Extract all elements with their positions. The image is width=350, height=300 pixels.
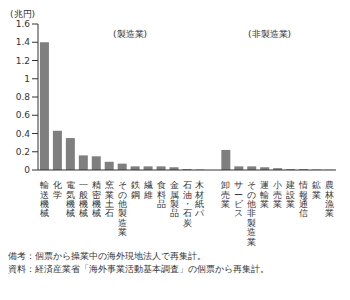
svg-text:化学: 化学 xyxy=(53,180,62,199)
svg-text:卸売業: 卸売業 xyxy=(221,180,230,209)
svg-text:1: 1 xyxy=(24,74,30,84)
svg-text:1.2: 1.2 xyxy=(16,56,30,66)
svg-text:小売業: 小売業 xyxy=(273,180,282,209)
svg-text:運輸業: 運輸業 xyxy=(260,180,269,209)
html-text:備考：個票から操業中の海外現地法人で再集計。: 備考：個票から操業中の海外現地法人で再集計。 xyxy=(8,251,206,261)
svg-text:その他非製造業: その他非製造業 xyxy=(247,180,256,247)
svg-text:金属製品: 金属製品 xyxy=(170,180,179,218)
html-text:資料：経済産業省「海外事業活動基本調査」の個票から再集計。: 資料：経済産業省「海外事業活動基本調査」の個票から再集計。 xyxy=(8,264,269,274)
svg-text:木材紙パ: 木材紙パ xyxy=(194,180,205,218)
svg-text:1.4: 1.4 xyxy=(16,37,31,47)
svg-text:その他製造業: その他製造業 xyxy=(118,180,127,237)
svg-text:窯業土石: 窯業土石 xyxy=(105,180,114,218)
svg-text:鉄鋼: 鉄鋼 xyxy=(131,180,140,199)
svg-text:0.4: 0.4 xyxy=(16,129,31,139)
svg-text:0.2: 0.2 xyxy=(16,147,30,157)
svg-text:精密機械: 精密機械 xyxy=(92,180,101,218)
svg-text:0: 0 xyxy=(24,165,30,175)
html-text:(兆円): (兆円) xyxy=(10,9,35,19)
html-text:(製造業): (製造業) xyxy=(113,29,147,39)
html-text:(非製造業): (非製造業) xyxy=(248,29,291,39)
svg-text:1.6: 1.6 xyxy=(16,19,31,29)
svg-text:輸送機械: 輸送機械 xyxy=(40,180,49,218)
svg-text:情報通信: 情報通信 xyxy=(298,180,308,218)
svg-text:サービス: サービス xyxy=(234,180,244,218)
svg-text:建設業: 建設業 xyxy=(285,180,295,209)
svg-text:石油・石炭: 石油・石炭 xyxy=(183,180,192,228)
svg-text:鉱業: 鉱業 xyxy=(312,180,321,199)
svg-text:電気機械: 電気機械 xyxy=(66,180,75,218)
svg-text:農林漁業: 農林漁業 xyxy=(324,180,334,218)
svg-text:食料品: 食料品 xyxy=(157,180,166,209)
svg-text:一般機械: 一般機械 xyxy=(79,180,88,218)
svg-text:繊維: 繊維 xyxy=(143,180,153,199)
svg-text:0.6: 0.6 xyxy=(16,110,31,120)
svg-text:0.8: 0.8 xyxy=(16,92,31,102)
